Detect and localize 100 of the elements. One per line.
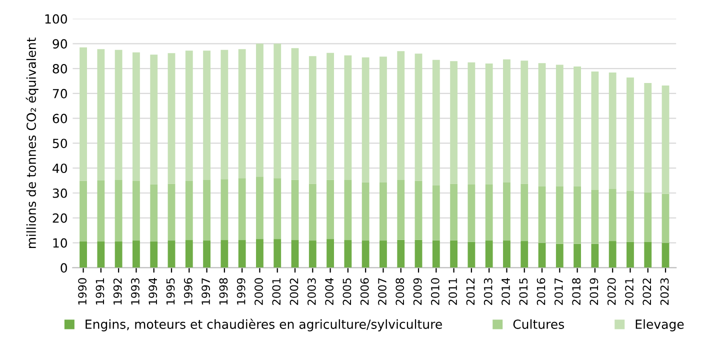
bar — [308, 240, 316, 268]
bar — [80, 180, 87, 242]
bar — [274, 178, 282, 240]
bar — [185, 181, 193, 240]
bar — [503, 240, 510, 268]
bar — [344, 180, 352, 240]
x-tick-label: 2005 — [342, 278, 352, 305]
x-tick-label: 2018 — [572, 278, 581, 305]
bar — [450, 61, 458, 184]
bar — [220, 179, 228, 240]
x-tick-label: 2021 — [625, 278, 634, 305]
x-tick-label: 1991 — [96, 278, 104, 304]
x-tick-label: 1993 — [131, 278, 140, 304]
bar — [556, 186, 564, 244]
bar — [626, 78, 634, 192]
legend-label: Elevage — [636, 319, 684, 332]
x-tick-label: 2009 — [413, 278, 422, 305]
y-tick-label: 100 — [45, 14, 68, 24]
x-tick-label: 1990 — [78, 278, 87, 304]
bar — [520, 60, 528, 184]
x-tick-label: 1994 — [148, 278, 158, 304]
bar — [432, 60, 440, 186]
bar — [326, 52, 334, 180]
bar — [468, 62, 476, 185]
bar — [644, 82, 652, 192]
bar — [608, 189, 616, 242]
x-tick-label: 2001 — [272, 278, 281, 305]
x-tick-label: 1998 — [219, 278, 228, 304]
y-tick-label: 60 — [52, 114, 68, 124]
bar — [256, 44, 264, 177]
bar — [626, 242, 634, 268]
bar — [132, 181, 140, 241]
bar — [97, 49, 105, 181]
bar — [238, 49, 246, 178]
bar — [662, 194, 670, 243]
bar — [291, 48, 299, 180]
bar — [538, 242, 546, 268]
bar — [344, 240, 352, 268]
bar — [220, 50, 228, 180]
bar — [185, 50, 193, 182]
bar — [168, 53, 176, 184]
x-tick-label: 2004 — [325, 278, 334, 305]
bar — [80, 241, 87, 268]
bar — [380, 56, 387, 183]
bar — [114, 180, 122, 242]
bar — [168, 240, 176, 268]
bar — [238, 240, 246, 268]
x-tick-label: 1999 — [236, 278, 246, 304]
y-tick-label: 50 — [52, 138, 68, 148]
bar — [380, 182, 387, 241]
bar — [450, 184, 458, 240]
bar — [274, 44, 282, 178]
bar — [556, 244, 564, 268]
bar — [574, 244, 582, 268]
bar — [468, 184, 476, 242]
x-tick-label: 2012 — [466, 278, 475, 305]
bar — [150, 184, 158, 242]
bar — [644, 192, 652, 242]
bar — [397, 240, 405, 268]
bar — [468, 242, 476, 268]
bar — [274, 239, 282, 268]
bar — [485, 240, 493, 268]
bar — [520, 184, 528, 242]
x-tick-label: 2007 — [378, 278, 386, 305]
bar — [538, 63, 546, 187]
bar — [503, 182, 510, 241]
bar — [485, 64, 493, 185]
bar — [114, 241, 122, 268]
bar — [220, 240, 228, 268]
y-tick-label: 80 — [52, 64, 68, 74]
bar — [414, 240, 422, 268]
legend-label: Engins, moteurs et chaudières en agriculture/sylviculture — [86, 318, 442, 332]
bar — [256, 239, 264, 268]
bar — [503, 59, 510, 183]
x-tick-label: 2020 — [607, 278, 616, 305]
bar — [291, 180, 299, 240]
x-tick-label: 2010 — [430, 278, 440, 305]
bar — [432, 186, 440, 240]
bar — [380, 240, 387, 268]
x-tick-label: 2014 — [502, 278, 510, 305]
x-tick-label: 2022 — [642, 278, 652, 305]
bar — [168, 184, 176, 241]
bar — [203, 180, 210, 241]
x-tick-label: 2003 — [307, 278, 316, 305]
x-tick-label: 1996 — [184, 278, 192, 304]
bar — [538, 186, 546, 243]
bar — [397, 51, 405, 180]
y-tick-label: 40 — [52, 164, 68, 174]
bar — [203, 240, 210, 268]
bar — [326, 239, 334, 268]
bar — [291, 240, 299, 268]
bar — [256, 176, 264, 240]
bar — [662, 85, 670, 194]
bar — [114, 50, 122, 180]
bar — [574, 66, 582, 187]
bar — [344, 55, 352, 180]
bar — [132, 240, 140, 268]
bar — [80, 47, 87, 181]
x-tick-label: 2008 — [396, 278, 404, 305]
x-tick-label: 2000 — [254, 278, 263, 305]
